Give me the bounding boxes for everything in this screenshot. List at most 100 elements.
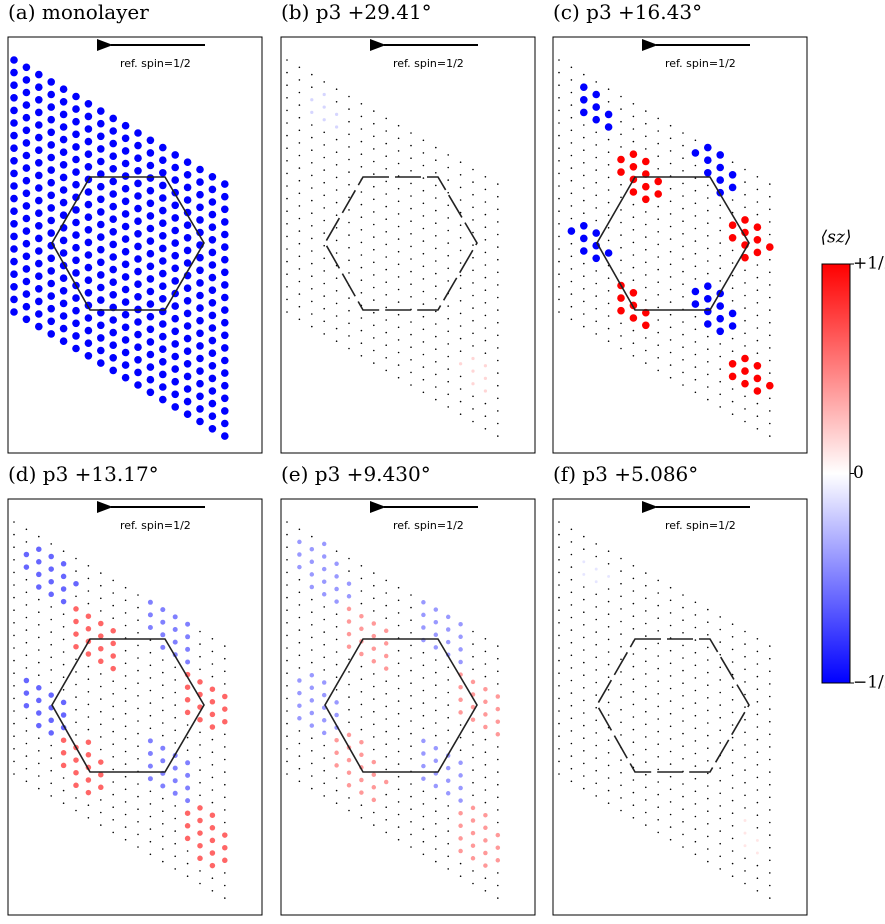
site [447,679,450,681]
site [35,146,43,154]
panel-frame [280,36,536,454]
site [137,821,139,823]
site [769,422,771,425]
site [162,835,164,838]
site [583,548,585,550]
site [669,801,672,803]
site [75,683,77,686]
site [183,334,192,343]
site [470,717,476,722]
site [397,675,400,677]
site [595,181,597,184]
site [397,649,400,652]
site [558,710,560,712]
site [196,279,204,287]
site [112,831,114,834]
site [595,81,597,83]
site [298,629,301,631]
site [459,862,462,865]
site [447,691,450,694]
site [435,361,437,363]
site [583,775,585,777]
site [669,700,672,702]
site [25,616,28,619]
site [59,274,68,283]
site [73,782,79,789]
site [208,236,217,244]
site [100,811,102,814]
site [171,176,179,184]
site [410,384,412,386]
site [595,757,597,759]
site [360,665,363,668]
site [171,201,179,210]
site [719,716,721,719]
site [385,831,388,834]
site [309,572,315,577]
site [47,153,55,162]
site [397,750,400,753]
site [335,239,338,242]
site [36,685,42,691]
site [458,647,463,652]
site [286,197,288,200]
site [682,644,684,647]
site [435,671,437,674]
site [373,597,375,600]
site [172,790,178,796]
site [472,319,474,322]
site [159,358,167,366]
site [583,687,585,689]
site [458,697,463,703]
site [607,689,610,691]
site [497,410,499,412]
site [580,247,588,255]
site [84,163,93,171]
site [769,309,771,311]
site [472,630,474,633]
site [109,202,117,211]
site [682,808,684,810]
site [694,790,697,793]
site [13,735,15,737]
site [371,785,377,790]
site [348,171,350,173]
site [385,806,388,808]
site [50,757,52,759]
site [447,817,450,820]
site [694,378,697,381]
site [373,211,375,213]
site [645,362,647,364]
site [159,332,167,341]
site [360,166,363,168]
site [134,154,142,162]
site [719,817,721,820]
site [373,135,375,138]
site [447,280,450,282]
site [497,271,499,274]
site [87,703,90,706]
site [731,413,734,416]
site [199,794,201,797]
site [769,208,771,211]
site [360,191,363,193]
site [48,730,54,736]
site [13,559,15,561]
site [645,261,647,264]
site [10,232,18,241]
site [22,151,31,160]
site [10,295,18,304]
site [397,624,400,627]
site [360,266,363,269]
site [199,769,201,771]
site [472,756,474,759]
site [435,386,437,388]
site [570,167,573,169]
site [620,645,622,648]
site [435,659,437,661]
site [410,707,412,710]
site [35,322,43,331]
site [134,267,142,276]
site [657,155,659,157]
site [447,355,450,358]
